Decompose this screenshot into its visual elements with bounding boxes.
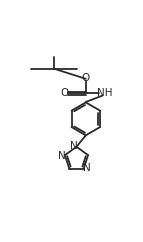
Text: N: N — [70, 141, 78, 151]
Text: O: O — [60, 88, 68, 98]
Text: N: N — [58, 151, 66, 161]
Text: N: N — [83, 163, 91, 173]
Text: O: O — [82, 73, 90, 83]
Text: NH: NH — [97, 88, 112, 98]
